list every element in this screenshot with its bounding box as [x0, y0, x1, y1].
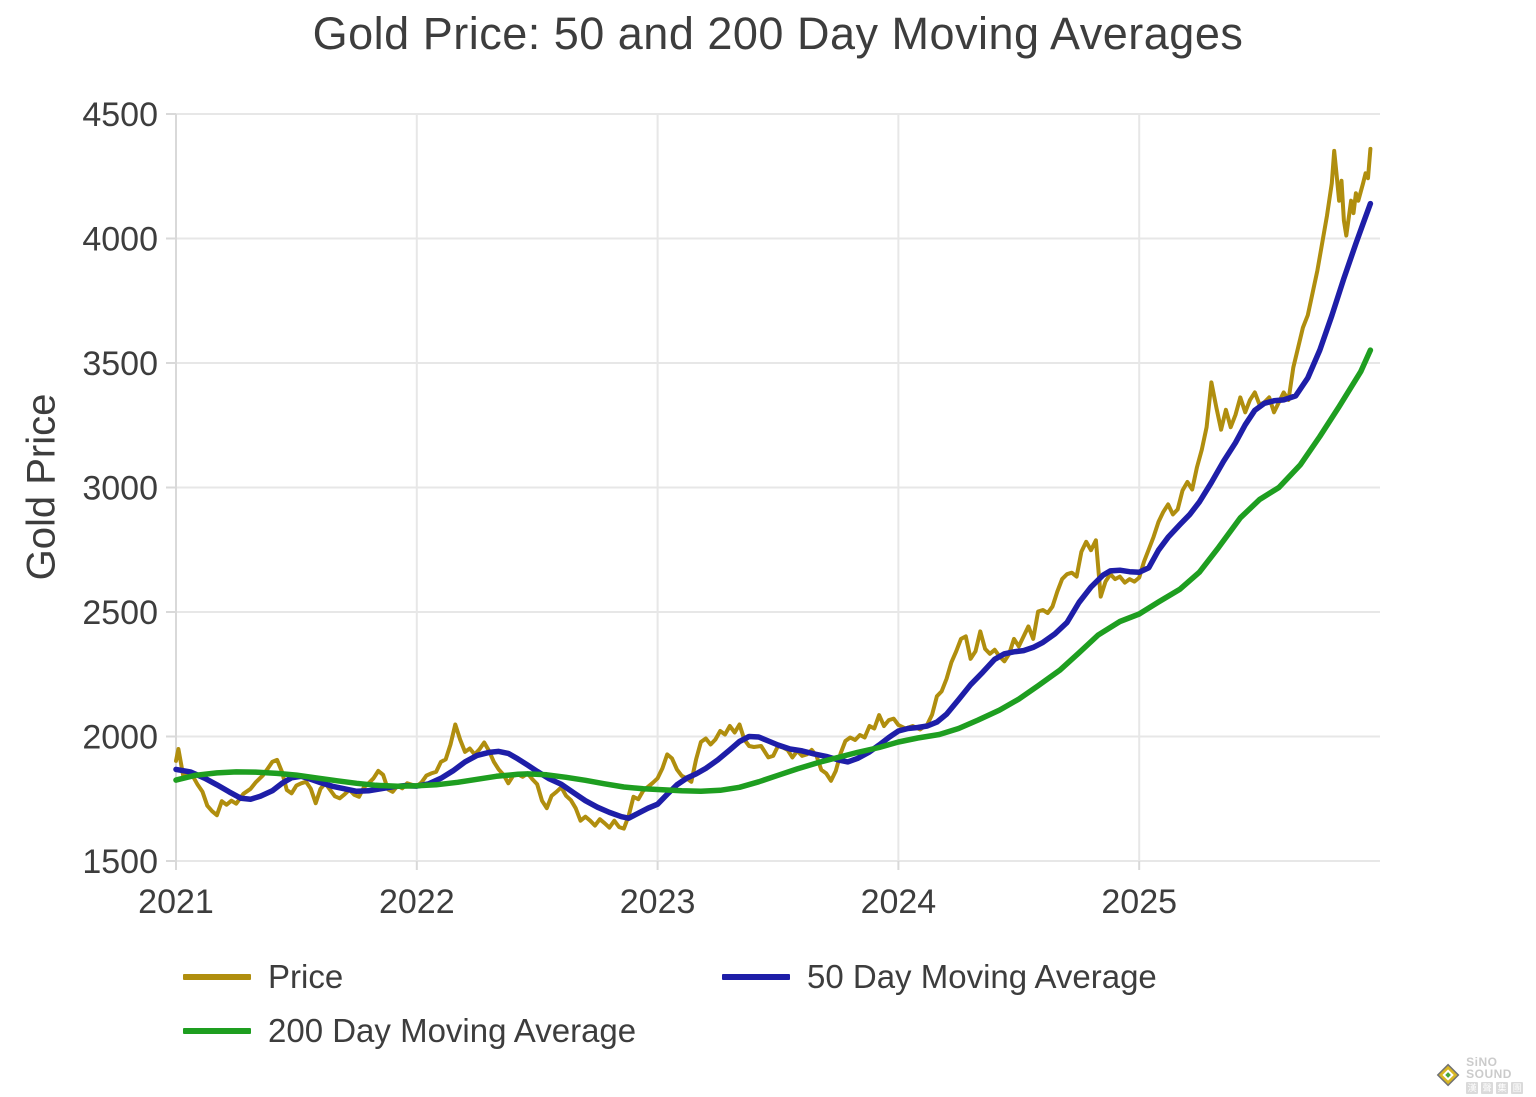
- x-tick-label: 2023: [620, 883, 696, 921]
- watermark-brand-text: SiNO SOUND: [1466, 1055, 1512, 1081]
- x-tick-label: 2025: [1101, 883, 1177, 921]
- ma200-line: [173, 347, 1374, 795]
- sino-sound-diamond-logo-icon: [1436, 1063, 1460, 1087]
- x-tick-label: 2024: [861, 883, 937, 921]
- y-tick-label: 4000: [82, 221, 158, 259]
- price-line: [174, 146, 1373, 831]
- x-tick-label: 2022: [379, 883, 455, 921]
- legend-label-200dma: 200 Day Moving Average: [268, 1012, 637, 1049]
- y-tick-label: 1500: [82, 843, 158, 881]
- y-tick-label: 3500: [82, 345, 158, 383]
- x-tick-label: 2021: [138, 883, 214, 921]
- sino-sound-watermark: SiNO SOUND 漢聲集團: [1436, 1056, 1536, 1094]
- y-tick-label: 2000: [82, 719, 158, 757]
- legend-label-price: Price: [268, 958, 344, 995]
- legend-item-50dma: 50 Day Moving Average: [722, 958, 1157, 996]
- legend-item-200dma: 200 Day Moving Average: [183, 1012, 636, 1050]
- ma200-line-swatch: [183, 1028, 251, 1034]
- y-tick-label: 3000: [82, 470, 158, 508]
- y-tick-label: 2500: [82, 594, 158, 632]
- legend-label-50dma: 50 Day Moving Average: [807, 958, 1157, 995]
- price-line-swatch: [183, 974, 251, 980]
- y-tick-label: 4500: [82, 96, 158, 134]
- watermark-brand-cn-text: 漢聲集團: [1466, 1082, 1524, 1094]
- ma50-line-swatch: [722, 974, 790, 980]
- ma50-line: [173, 200, 1374, 821]
- chart-title: Gold Price: 50 and 200 Day Moving Averag…: [312, 8, 1244, 59]
- legend-item-price: Price: [183, 958, 343, 996]
